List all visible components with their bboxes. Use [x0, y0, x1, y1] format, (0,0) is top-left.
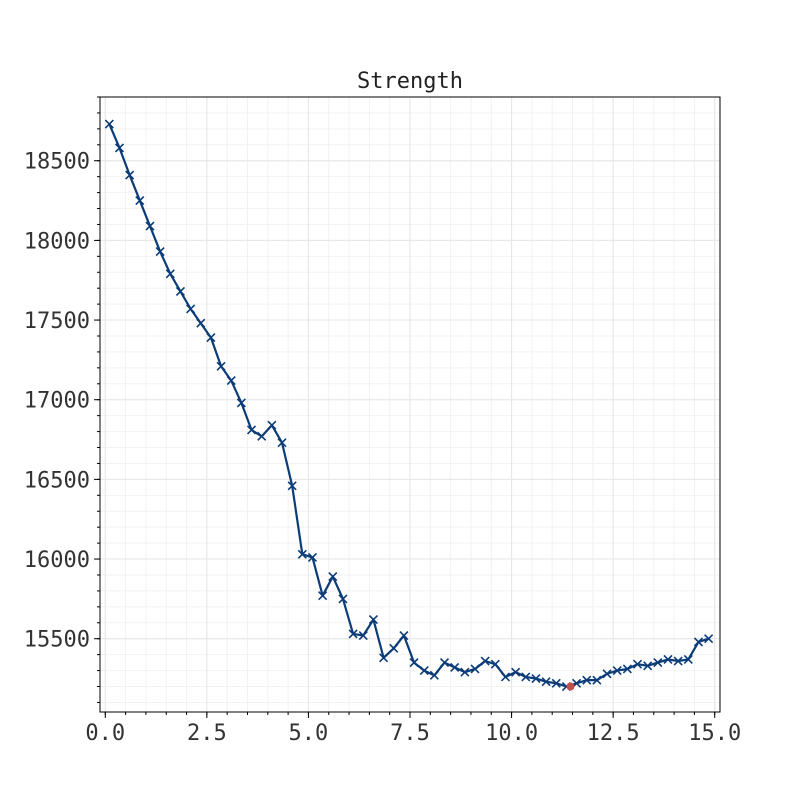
- data-point-marker: [673, 656, 683, 666]
- y-tick-label: 17500: [24, 309, 90, 334]
- data-point-marker: [246, 425, 257, 435]
- data-point-marker: [114, 143, 125, 153]
- series-layer: [104, 119, 714, 692]
- data-point-marker: [186, 304, 196, 314]
- x-tick-label: 2.5: [187, 721, 227, 746]
- x-tick-label: 0.0: [85, 721, 125, 746]
- data-point-marker: [693, 637, 704, 647]
- data-point-marker: [236, 398, 246, 408]
- data-point-marker: [348, 629, 358, 639]
- data-point-marker: [257, 431, 267, 441]
- data-point-marker: [612, 666, 622, 676]
- y-tick-label: 16500: [24, 468, 90, 493]
- data-point-marker: [429, 670, 439, 680]
- data-point-marker: [531, 673, 541, 684]
- highlight-point: [566, 682, 575, 691]
- x-tick-label: 5.0: [289, 721, 329, 746]
- data-point-marker: [450, 662, 460, 672]
- data-point-marker: [145, 221, 155, 231]
- x-tick-label: 15.0: [688, 721, 741, 746]
- data-point-marker: [307, 552, 318, 563]
- data-point-marker: [277, 438, 287, 448]
- data-point-marker: [521, 672, 531, 682]
- data-point-marker: [399, 630, 409, 641]
- data-point-marker: [653, 658, 663, 668]
- data-point-marker: [389, 643, 399, 653]
- data-point-marker: [318, 591, 328, 601]
- data-point-marker: [643, 661, 653, 671]
- x-tick-label: 7.5: [390, 721, 430, 746]
- data-point-marker: [622, 664, 632, 674]
- data-point-marker: [500, 672, 511, 682]
- data-point-marker: [632, 659, 643, 669]
- data-point-marker: [226, 376, 236, 386]
- chart-title: Strength: [357, 69, 463, 94]
- data-point-marker: [358, 630, 368, 641]
- data-point-marker: [551, 678, 561, 688]
- data-point-marker: [379, 653, 389, 663]
- y-tick-label: 16000: [24, 548, 90, 573]
- y-tick-label: 15500: [24, 628, 90, 653]
- x-tick-label: 10.0: [485, 721, 538, 746]
- data-point-marker: [704, 634, 714, 644]
- data-point-marker: [267, 420, 277, 430]
- data-point-marker: [541, 677, 551, 687]
- data-point-marker: [409, 658, 419, 668]
- data-point-marker: [135, 195, 145, 206]
- y-tick-label: 17000: [24, 389, 90, 414]
- data-point-marker: [196, 318, 206, 328]
- data-point-marker: [216, 361, 226, 371]
- data-point-marker: [490, 659, 500, 669]
- y-tick-label: 18500: [24, 150, 90, 175]
- data-point-marker: [460, 667, 470, 677]
- data-point-marker: [582, 675, 592, 685]
- data-point-marker: [297, 549, 307, 559]
- data-point-marker: [592, 675, 602, 685]
- data-point-marker: [602, 669, 612, 679]
- data-point-marker: [419, 666, 429, 676]
- data-point-marker: [155, 246, 165, 257]
- data-point-marker: [125, 170, 135, 180]
- data-point-marker: [338, 594, 348, 604]
- data-point-marker: [165, 269, 175, 279]
- data-point-marker: [480, 656, 490, 666]
- data-point-marker: [511, 667, 521, 677]
- data-point-marker: [287, 481, 297, 491]
- grid: [100, 96, 720, 712]
- data-point-marker: [328, 572, 338, 582]
- data-point-marker: [663, 654, 673, 664]
- axes: 0.0 2.5 5.0 7.5 10.0 12.5 15.0 15500 16000 16500 1…: [24, 96, 741, 746]
- data-point-marker: [470, 664, 480, 674]
- data-point-marker: [104, 119, 114, 129]
- x-tick-label: 12.5: [587, 721, 640, 746]
- data-point-marker: [175, 286, 186, 296]
- data-point-marker: [683, 654, 693, 664]
- data-point-marker: [368, 615, 378, 625]
- data-point-marker: [206, 333, 216, 343]
- data-point-marker: [439, 658, 450, 668]
- y-tick-label: 18000: [24, 229, 90, 254]
